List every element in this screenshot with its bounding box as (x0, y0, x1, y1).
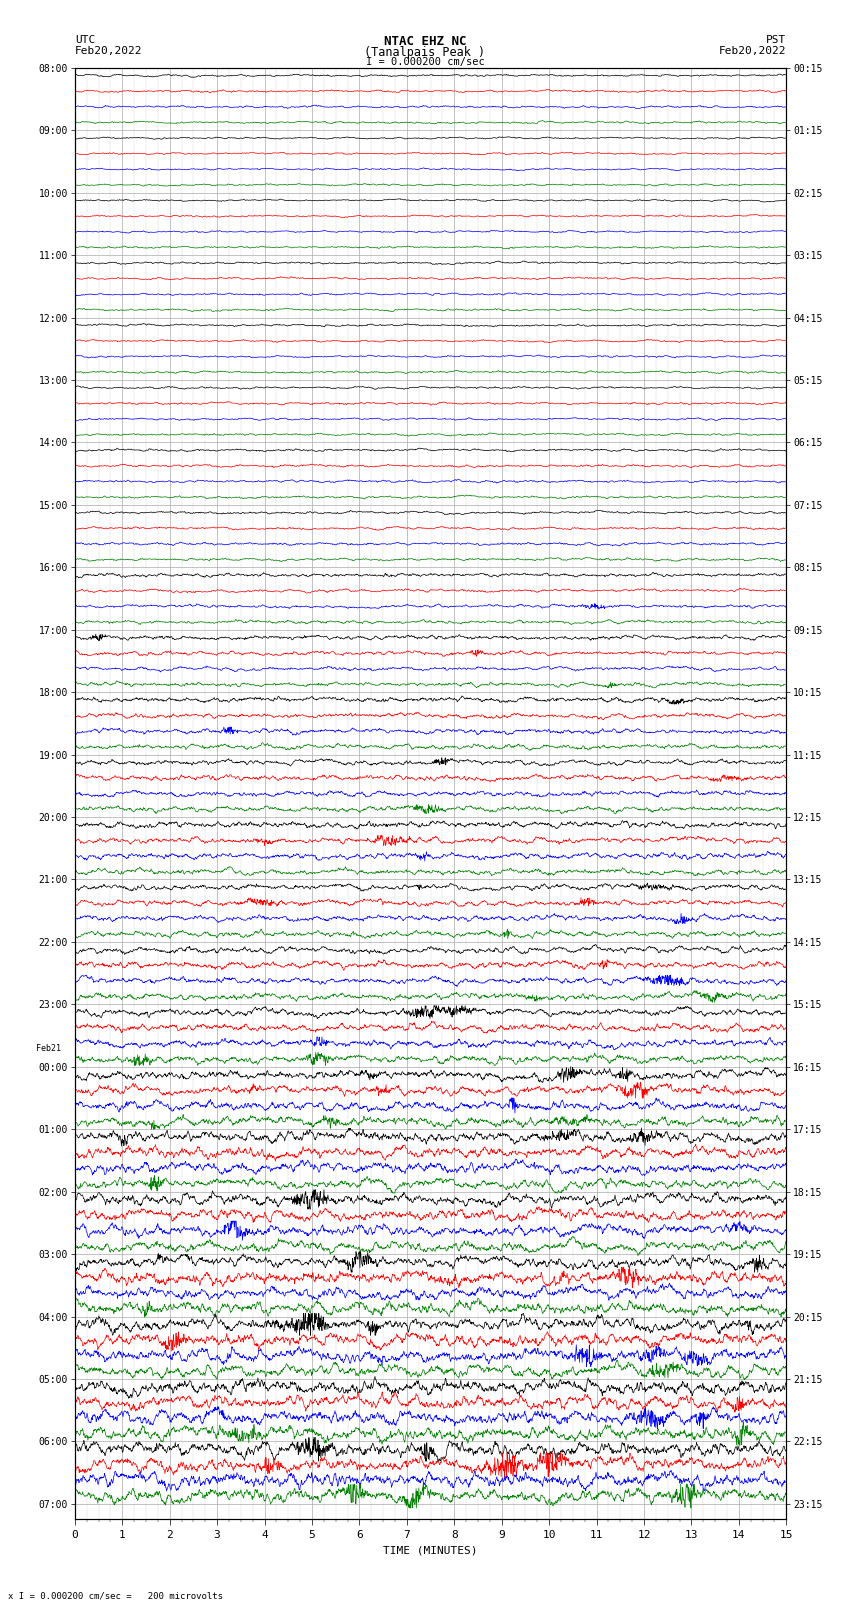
Text: Feb21: Feb21 (36, 1044, 60, 1053)
Text: Feb20,2022: Feb20,2022 (75, 45, 142, 56)
Text: PST: PST (766, 35, 786, 45)
Text: NTAC EHZ NC: NTAC EHZ NC (383, 35, 467, 48)
Text: I = 0.000200 cm/sec: I = 0.000200 cm/sec (366, 58, 484, 68)
X-axis label: TIME (MINUTES): TIME (MINUTES) (383, 1545, 478, 1555)
Text: UTC: UTC (75, 35, 95, 45)
Text: Feb20,2022: Feb20,2022 (719, 45, 786, 56)
Text: x I = 0.000200 cm/sec =   200 microvolts: x I = 0.000200 cm/sec = 200 microvolts (8, 1590, 224, 1600)
Text: (Tanalpais Peak ): (Tanalpais Peak ) (365, 45, 485, 60)
